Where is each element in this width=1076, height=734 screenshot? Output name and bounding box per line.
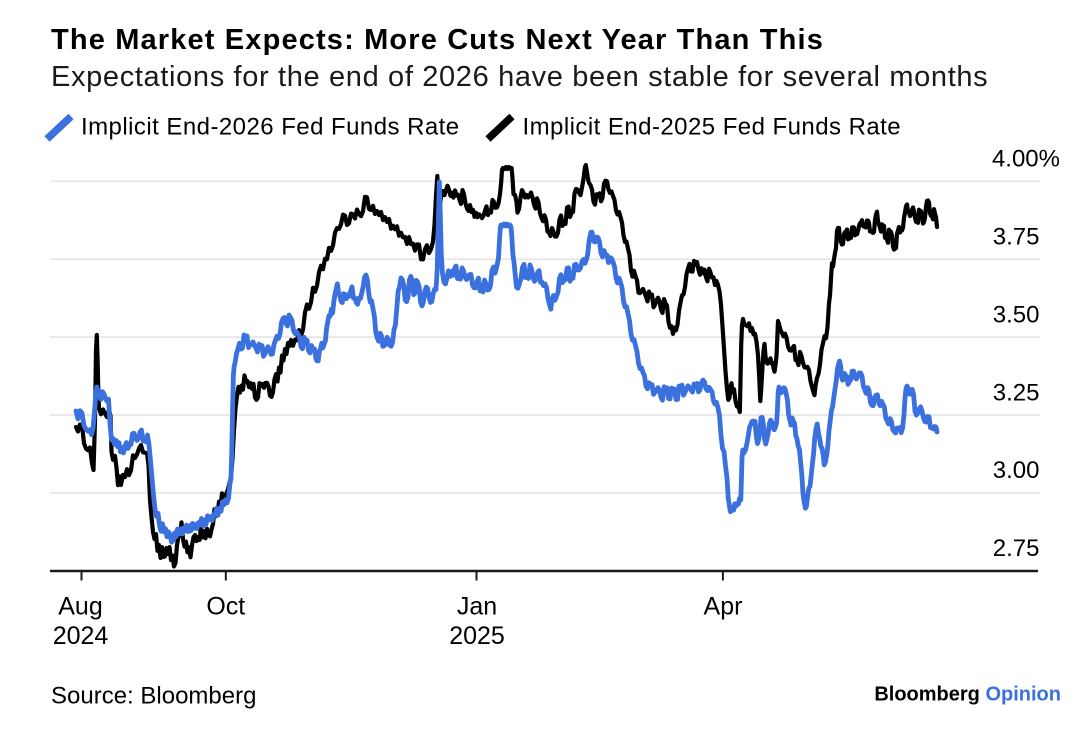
svg-text:3.50: 3.50 [993,301,1040,328]
svg-text:Implicit End-2026 Fed Funds Ra: Implicit End-2026 Fed Funds Rate [81,114,460,141]
svg-text:Aug: Aug [58,593,102,621]
svg-text:Oct: Oct [206,593,245,621]
svg-text:Bloomberg Opinion: Bloomberg Opinion [874,684,1061,706]
svg-text:3.25: 3.25 [993,379,1040,406]
svg-text:3.75: 3.75 [993,224,1040,251]
svg-text:3.00: 3.00 [993,457,1040,484]
svg-text:2.75: 2.75 [993,535,1040,562]
svg-text:Apr: Apr [704,593,743,621]
svg-text:2025: 2025 [449,622,505,650]
svg-text:Source: Bloomberg: Source: Bloomberg [51,683,256,710]
svg-text:Implicit End-2025 Fed Funds Ra: Implicit End-2025 Fed Funds Rate [523,114,902,141]
svg-text:4.00%: 4.00% [992,146,1060,173]
svg-text:2024: 2024 [53,622,109,650]
svg-text:Jan: Jan [457,593,497,621]
